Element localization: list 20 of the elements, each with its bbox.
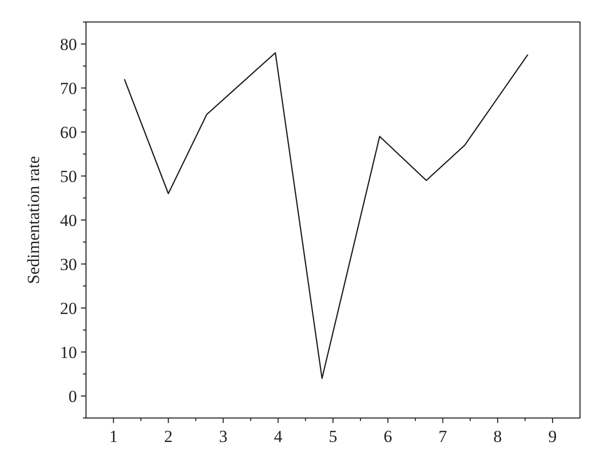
y-tick-label: 30 bbox=[60, 254, 77, 274]
y-tick-label: 80 bbox=[60, 34, 77, 54]
y-axis-title: Sedimentation rate bbox=[24, 156, 43, 284]
x-tick-label: 3 bbox=[218, 427, 228, 446]
y-tick-label: 50 bbox=[60, 166, 77, 186]
x-tick-label: 4 bbox=[274, 427, 283, 446]
y-tick-label: 0 bbox=[68, 386, 77, 406]
y-tick-label: 60 bbox=[60, 122, 77, 142]
y-tick-label: 40 bbox=[60, 210, 77, 230]
x-tick-label: 1 bbox=[109, 427, 118, 446]
x-tick-label: 6 bbox=[384, 427, 392, 446]
y-tick-label: 20 bbox=[60, 298, 77, 318]
x-tick-label: 2 bbox=[164, 427, 173, 446]
x-tick-label: 5 bbox=[328, 427, 338, 446]
x-tick-label: 7 bbox=[438, 427, 448, 446]
x-tick-label: 9 bbox=[548, 427, 557, 446]
y-tick-label: 10 bbox=[60, 342, 77, 362]
line-series bbox=[124, 52, 528, 379]
x-tick-label: 8 bbox=[493, 427, 502, 446]
y-tick-label: 70 bbox=[60, 78, 77, 98]
